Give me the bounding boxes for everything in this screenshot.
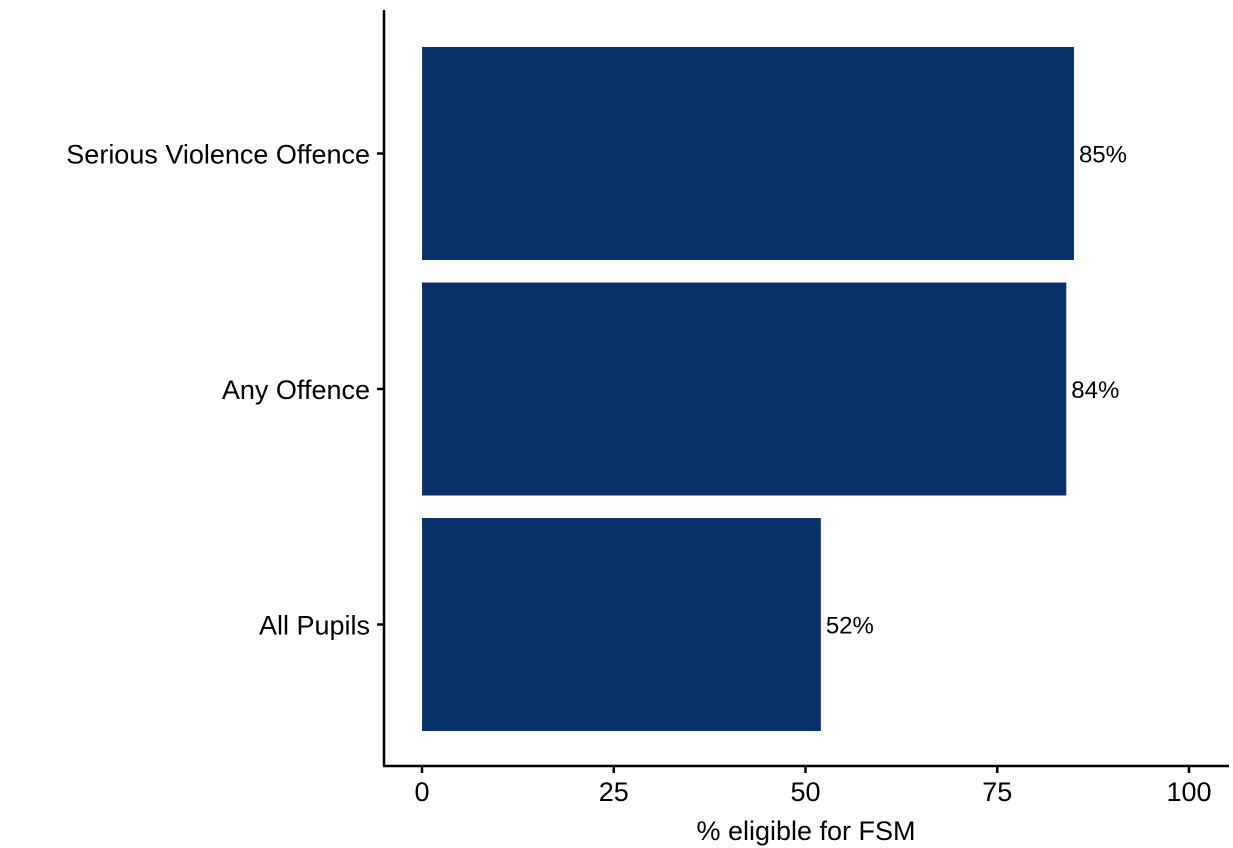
category-label: Serious Violence Offence: [66, 140, 370, 170]
category-label: Any Offence: [222, 375, 370, 405]
data-labels-layer: 85% 84% 52%: [826, 142, 1127, 640]
y-axis: Serious Violence Offence Any Offence All P…: [66, 140, 384, 641]
x-tick-label: 50: [790, 777, 820, 807]
bar: [422, 47, 1074, 260]
x-tick-label: 25: [599, 777, 629, 807]
x-axis: 0 25 50 75 100: [414, 766, 1212, 807]
x-tick-label: 75: [982, 777, 1012, 807]
category-label: All Pupils: [259, 611, 370, 641]
x-tick-label: 100: [1166, 777, 1211, 807]
x-tick-label: 0: [414, 777, 429, 807]
bars-layer: [422, 47, 1074, 731]
bar-value-label: 85%: [1079, 142, 1127, 169]
bar: [422, 518, 821, 731]
bar-value-label: 52%: [826, 613, 874, 640]
bar: [422, 282, 1067, 496]
bar-value-label: 84%: [1071, 377, 1119, 404]
x-axis-title: % eligible for FSM: [696, 816, 915, 846]
